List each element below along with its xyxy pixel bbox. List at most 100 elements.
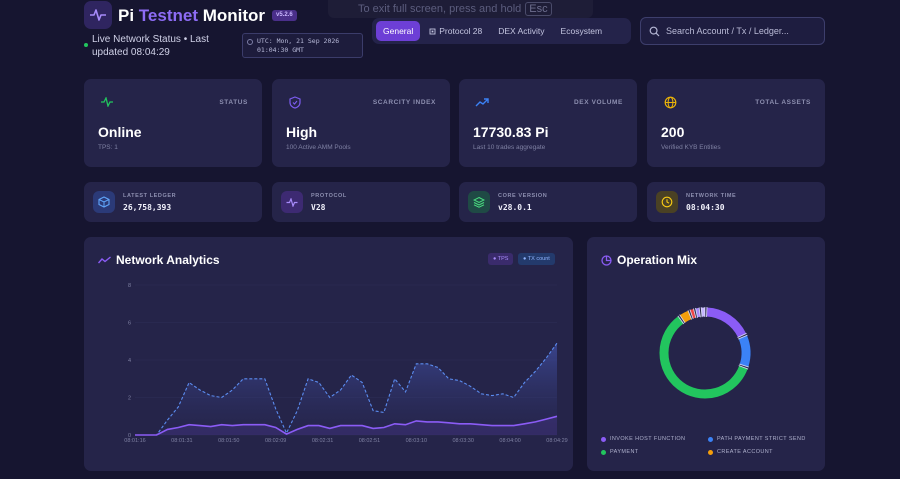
stat-value: 17730.83 Pi: [473, 124, 549, 140]
pie-chart-icon: [601, 254, 612, 266]
mix-legend-item: PAYMENT: [601, 449, 639, 455]
search-box[interactable]: [640, 17, 825, 45]
clock-icon: [247, 39, 253, 45]
search-input[interactable]: [666, 26, 816, 36]
legend-dot: [601, 449, 606, 455]
x-tick-label: 08:01:16: [124, 438, 145, 444]
info-label: CORE VERSION: [498, 193, 548, 199]
slice-edge: [737, 332, 747, 338]
tab-protocol-28[interactable]: Protocol 28: [422, 21, 489, 41]
y-tick-label: 8: [128, 283, 131, 289]
info-label: LATEST LEDGER: [123, 193, 177, 199]
slice-edge: [700, 307, 703, 318]
x-tick-label: 08:03:30: [453, 438, 474, 444]
fullscreen-hint: To exit full screen, press and hold Esc: [328, 0, 593, 18]
info-card-network-time: NETWORK TIME 08:04:30: [647, 182, 825, 222]
donut-slice[interactable]: [659, 316, 748, 399]
donut-slice[interactable]: [738, 335, 751, 367]
legend-dot: [708, 449, 713, 455]
legend-tps-label: TPS: [497, 256, 509, 262]
network-analytics-chart: 0 2 4 6 8 08:01:16 08:01:31 08:01:50 08:02:09 08:…: [124, 283, 567, 444]
stat-value: High: [286, 124, 318, 140]
slice-edge: [695, 307, 698, 318]
info-card-core-version: CORE VERSION v28.0.1: [459, 182, 637, 222]
tab-ecosystem-label: Ecosystem: [560, 26, 603, 36]
y-tick-label: 2: [128, 396, 131, 402]
info-card-latest-ledger: LATEST LEDGER 26,758,393: [84, 182, 262, 222]
stat-value: Online: [98, 124, 142, 140]
chip-icon: [429, 28, 436, 34]
info-value: V28: [311, 203, 326, 212]
x-tick-label: 08:04:00: [499, 438, 520, 444]
slice-edge: [689, 309, 694, 320]
pulse-icon: [281, 191, 303, 213]
y-tick-label: 0: [128, 433, 131, 439]
globe-icon: [661, 93, 679, 111]
slice-edge: [739, 363, 749, 368]
live-status-text: Live Network Status • Last updated 08:04…: [92, 34, 209, 58]
tps-line: [135, 415, 558, 436]
network-analytics-title-text: Network Analytics: [116, 253, 220, 267]
donut-slice[interactable]: [690, 308, 696, 319]
app-title-accent: Testnet: [138, 6, 198, 25]
app-title: Pi Testnet Monitor: [118, 6, 265, 26]
mix-legend-label: PAYMENT: [610, 449, 639, 455]
utc-clock: UTC: Mon, 21 Sep 2026 01:04:30 GMT: [242, 33, 363, 58]
info-label: NETWORK TIME: [686, 193, 737, 199]
stat-sub: Last 10 trades aggregate: [473, 144, 546, 151]
slice-edge: [698, 307, 701, 318]
mix-legend-item: PATH PAYMENT STRICT SEND: [708, 436, 806, 442]
tx-count-area: [135, 343, 557, 435]
donut-slice[interactable]: [679, 310, 692, 323]
pulse-icon: [90, 9, 106, 21]
stat-sub: Verified KYB Entities: [661, 144, 721, 151]
stat-card-scarcity: SCARCITY INDEX High 100 Active AMM Pools: [272, 79, 450, 167]
search-icon: [649, 26, 660, 36]
x-tick-label: 08:02:51: [359, 438, 380, 444]
mix-legend-item: INVOKE HOST FUNCTION: [601, 436, 685, 442]
stat-sub: TPS: 1: [98, 144, 118, 151]
app-title-part2: Monitor: [198, 6, 266, 25]
x-tick-label: 08:04:29: [546, 438, 567, 444]
utc-date: UTC: Mon, 21 Sep 2026: [257, 37, 340, 45]
slice-edge: [693, 308, 697, 319]
stat-label: STATUS: [219, 99, 248, 106]
operation-mix-panel: Operation Mix INVOKE HOST FUNCTION PATH …: [587, 237, 825, 471]
operation-mix-title-text: Operation Mix: [617, 253, 698, 267]
legend-tps[interactable]: ● TPS: [488, 253, 514, 265]
operation-mix-donut: [659, 306, 751, 399]
stat-label: TOTAL ASSETS: [755, 99, 811, 106]
mix-legend-label: PATH PAYMENT STRICT SEND: [717, 436, 806, 442]
info-value: 26,758,393: [123, 203, 172, 212]
tab-ecosystem[interactable]: Ecosystem: [554, 21, 610, 41]
main-tabs: General Protocol 28 DEX Activity Ecosyst…: [372, 18, 631, 44]
stat-card-status: STATUS Online TPS: 1: [84, 79, 262, 167]
network-analytics-title: Network Analytics: [98, 253, 220, 267]
y-tick-label: 4: [128, 358, 131, 364]
tab-dex-activity[interactable]: DEX Activity: [491, 21, 551, 41]
legend-dot: [601, 436, 606, 442]
operation-mix-title: Operation Mix: [601, 253, 697, 267]
donut-slice[interactable]: [695, 307, 701, 318]
x-tick-label: 08:01:50: [218, 438, 239, 444]
legend-tx-count[interactable]: ● TX count: [518, 253, 555, 265]
slice-edge: [677, 315, 685, 325]
y-tick-label: 6: [128, 321, 131, 327]
legend-dot: [708, 436, 713, 442]
x-tick-label: 08:02:31: [312, 438, 333, 444]
shield-icon: [286, 93, 304, 111]
legend-tx-label: TX count: [527, 256, 550, 262]
trending-up-icon: [473, 93, 491, 111]
stat-label: DEX VOLUME: [574, 99, 623, 106]
clock-icon: [656, 191, 678, 213]
slice-edge: [687, 310, 693, 320]
live-indicator-dot: [84, 43, 88, 47]
x-tick-label: 08:02:09: [265, 438, 286, 444]
stat-card-total-assets: TOTAL ASSETS 200 Verified KYB Entities: [647, 79, 825, 167]
info-value: v28.0.1: [498, 203, 532, 212]
tx-count-line: [135, 342, 558, 436]
info-label: PROTOCOL: [311, 193, 347, 199]
donut-slice[interactable]: [706, 307, 747, 338]
info-card-protocol: PROTOCOL V28: [272, 182, 450, 222]
tab-general[interactable]: General: [376, 21, 421, 41]
